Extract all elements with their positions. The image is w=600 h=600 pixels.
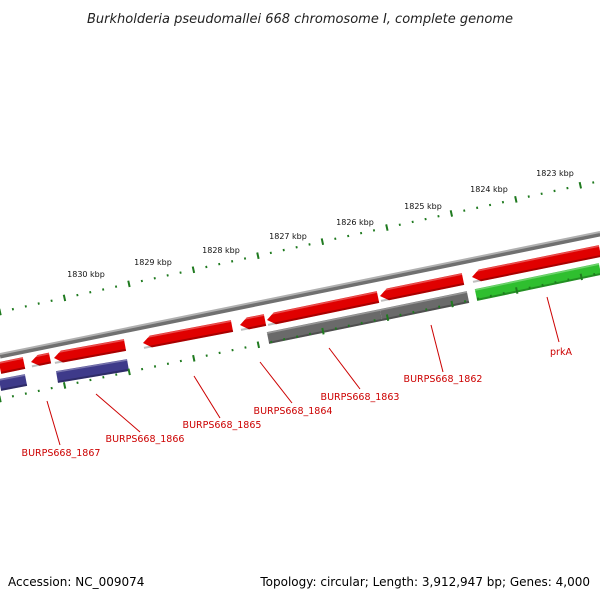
leader-line	[259, 361, 293, 404]
gene-feature	[265, 291, 380, 326]
major-tick	[449, 210, 454, 217]
genome-summary-text: Topology: circular; Length: 3,912,947 bp…	[260, 575, 590, 589]
gene-label: BURPS668_1867	[22, 448, 101, 459]
backbone	[0, 231, 600, 359]
gene-label: BURPS668_1865	[183, 420, 262, 431]
scale-label: 1829 kbp	[134, 258, 172, 267]
gene-feature	[470, 245, 600, 283]
major-tick	[127, 280, 131, 288]
scale-label: 1830 kbp	[67, 270, 105, 279]
gene-label: BURPS668_1862	[404, 374, 483, 385]
scale-label: 1825 kbp	[404, 202, 442, 211]
leader-line	[546, 296, 560, 343]
major-tick	[515, 287, 519, 294]
major-tick	[0, 395, 2, 403]
gene-feature	[266, 309, 383, 344]
major-tick	[321, 327, 325, 335]
leader-line	[430, 324, 444, 373]
major-tick	[578, 181, 582, 189]
leader-line	[328, 347, 361, 390]
major-tick	[320, 238, 325, 245]
gene-feature	[141, 320, 234, 349]
major-tick	[127, 368, 131, 376]
feature-track	[0, 245, 600, 391]
accession-text: Accession: NC_009074	[8, 575, 145, 589]
gene-feature	[56, 359, 129, 383]
gene-feature	[0, 374, 28, 391]
gene-label: BURPS668_1863	[321, 392, 400, 403]
gene-label: prkA	[550, 347, 572, 358]
major-tick	[191, 266, 196, 274]
leader-line	[193, 375, 221, 419]
major-tick	[450, 300, 454, 308]
gene-feature	[238, 314, 267, 331]
gene-feature	[378, 273, 465, 302]
gene-label: BURPS668_1864	[254, 406, 333, 417]
major-tick	[256, 341, 261, 349]
gene-feature	[52, 339, 127, 364]
gene-label: BURPS668_1866	[106, 434, 185, 445]
outer-tick-ring	[0, 181, 595, 316]
gene-label-group: BURPS668_1867 BURPS668_1866 BURPS668_1865 B…	[22, 347, 573, 459]
major-tick	[62, 294, 67, 302]
scale-label: 1827 kbp	[269, 232, 307, 241]
major-tick	[385, 224, 389, 231]
map-title: Burkholderia pseudomallei 668 chromosome…	[87, 12, 513, 27]
scale-label: 1826 kbp	[336, 218, 374, 227]
major-tick	[192, 354, 196, 362]
leader-line	[46, 400, 61, 446]
scale-label: 1828 kbp	[202, 246, 240, 255]
scale-label: 1824 kbp	[470, 185, 508, 194]
gene-feature	[379, 291, 470, 321]
leader-line	[95, 393, 141, 433]
major-tick	[579, 273, 583, 281]
major-tick	[256, 252, 260, 260]
major-tick	[514, 195, 518, 203]
gene-feature	[29, 352, 52, 368]
major-tick	[385, 314, 390, 322]
scale-label-group: 1830 kbp 1829 kbp 1828 kbp 1827 kbp 1826 kbp…	[67, 169, 574, 279]
inner-tick-ring	[0, 272, 596, 403]
leader-lines	[46, 296, 560, 446]
major-tick	[0, 308, 2, 316]
gene-feature	[474, 263, 600, 301]
major-tick	[62, 382, 67, 389]
scale-label: 1823 kbp	[536, 169, 574, 178]
gene-feature	[0, 357, 26, 374]
